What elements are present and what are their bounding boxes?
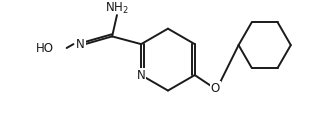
Text: N: N (76, 38, 85, 51)
Text: O: O (210, 82, 220, 95)
Text: NH$_2$: NH$_2$ (105, 1, 129, 16)
Text: HO: HO (36, 42, 54, 55)
Text: N: N (137, 69, 146, 82)
